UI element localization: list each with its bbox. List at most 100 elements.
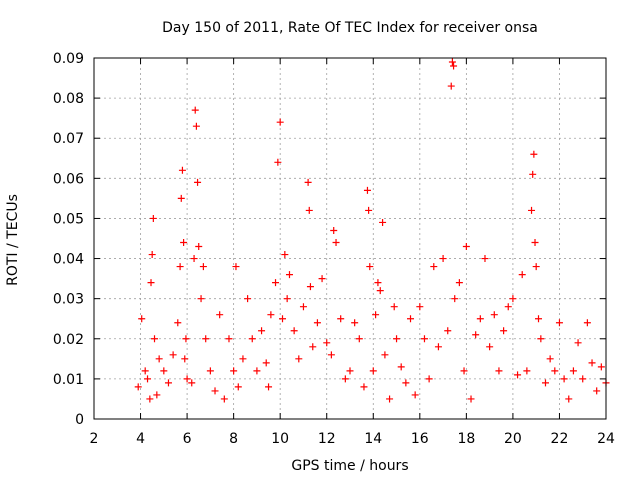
data-point (420, 335, 428, 343)
data-point (583, 319, 591, 327)
x-tick-label: 16 (411, 431, 429, 447)
data-point (341, 375, 349, 383)
x-tick-label: 18 (457, 431, 475, 447)
data-point (323, 339, 331, 347)
data-point (369, 367, 377, 375)
data-point (523, 367, 531, 375)
data-point (149, 214, 157, 222)
data-point (379, 218, 387, 226)
data-point (274, 158, 282, 166)
y-tick-label: 0.02 (53, 332, 84, 348)
data-point (407, 315, 415, 323)
data-point (476, 315, 484, 323)
data-point (197, 295, 205, 303)
data-point (295, 355, 303, 363)
data-point (290, 327, 298, 335)
x-tick-label: 10 (271, 431, 289, 447)
data-point (327, 351, 335, 359)
data-point (460, 367, 468, 375)
y-tick-label: 0 (75, 412, 84, 428)
data-point (194, 178, 202, 186)
x-tick-label: 8 (229, 431, 238, 447)
data-point (191, 106, 199, 114)
data-point (574, 339, 582, 347)
axis-ticks: 2 4 6 8 10 12 14 16 18 20 22 2400.010.020.030.040.0… (53, 51, 615, 447)
data-point (281, 251, 289, 259)
data-point (593, 387, 601, 395)
data-point (397, 363, 405, 371)
data-point (305, 206, 313, 214)
data-point (393, 335, 401, 343)
data-point (174, 319, 182, 327)
data-point (216, 311, 224, 319)
data-point (531, 239, 539, 247)
data-point (164, 379, 172, 387)
y-tick-label: 0.06 (53, 171, 84, 187)
data-point (146, 395, 154, 403)
data-point (402, 379, 410, 387)
data-point (500, 327, 508, 335)
data-point (434, 343, 442, 351)
data-point (597, 363, 605, 371)
data-point (551, 367, 559, 375)
data-point (248, 335, 256, 343)
data-point (230, 367, 238, 375)
data-point (211, 387, 219, 395)
data-point (390, 303, 398, 311)
data-point (330, 226, 338, 234)
x-tick-label: 6 (183, 431, 192, 447)
y-tick-label: 0.08 (53, 91, 84, 107)
x-tick-label: 20 (504, 431, 522, 447)
data-point (199, 263, 207, 271)
data-point (532, 263, 540, 271)
data-point (262, 359, 270, 367)
data-point (528, 206, 536, 214)
data-point (318, 275, 326, 283)
data-point (258, 327, 266, 335)
data-point (202, 335, 210, 343)
data-point (472, 331, 480, 339)
data-point (148, 251, 156, 259)
data-point (337, 315, 345, 323)
data-point (509, 295, 517, 303)
data-point (283, 295, 291, 303)
data-point (279, 315, 287, 323)
data-point (178, 166, 186, 174)
grid-lines (94, 58, 606, 419)
data-point (546, 355, 554, 363)
y-tick-label: 0.01 (53, 372, 84, 388)
data-point (481, 255, 489, 263)
data-point (467, 395, 475, 403)
data-point (188, 379, 196, 387)
data-point (225, 335, 233, 343)
data-point (455, 279, 463, 287)
x-tick-label: 14 (364, 431, 382, 447)
data-point (351, 319, 359, 327)
data-point (182, 335, 190, 343)
data-point (504, 303, 512, 311)
y-tick-label: 0.09 (53, 51, 84, 67)
data-point (430, 263, 438, 271)
data-point (541, 379, 549, 387)
data-point (363, 186, 371, 194)
data-point (144, 375, 152, 383)
data-point (355, 335, 363, 343)
data-point (265, 383, 273, 391)
data-point (372, 311, 380, 319)
data-point (169, 351, 177, 359)
data-point (451, 295, 459, 303)
data-point (381, 351, 389, 359)
data-point (450, 62, 458, 70)
data-point (360, 383, 368, 391)
y-tick-label: 0.05 (53, 211, 84, 227)
data-point (192, 122, 200, 130)
data-point (425, 375, 433, 383)
data-point (518, 271, 526, 279)
data-point (448, 58, 456, 66)
data-point (232, 263, 240, 271)
data-point (374, 279, 382, 287)
data-point (253, 367, 261, 375)
data-point (239, 355, 247, 363)
data-point (332, 239, 340, 247)
